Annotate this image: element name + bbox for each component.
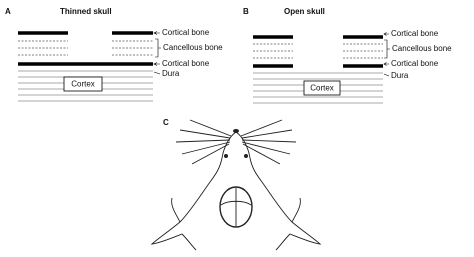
shape [233,129,239,133]
panel-a: A Thinned skull Cortex Cortical bone Can… [5,7,223,102]
shape [224,154,228,158]
panel-letter: C [163,118,169,127]
shape [63,76,103,92]
shape [219,186,253,228]
layer-label: Cortical bone [391,29,439,38]
panel-letter: B [243,7,249,16]
layer-label: Cortical bone [162,59,210,68]
shape [383,32,389,36]
shape [171,197,181,223]
shape [175,119,232,165]
shape [153,31,160,35]
box-label: Cortex [71,80,95,89]
shape [240,119,297,165]
shape [303,80,341,96]
shape [383,62,389,66]
layer-label: Dura [162,69,180,78]
layer-label: Cancellous bone [163,43,223,52]
shape [244,154,248,158]
shape [383,73,390,77]
panel-title: Thinned skull [60,7,112,16]
layer-label: Dura [391,71,409,80]
mouse-drawing [150,119,322,251]
box-label: Cortex [310,84,334,93]
shape [291,197,301,223]
shape [235,131,322,251]
panel-title: Open skull [284,7,325,16]
panel-b: B Open skull Cortex Cortical bone Cancel… [243,7,452,104]
panel-letter: A [5,7,11,16]
shape [153,71,161,75]
panel-c: C [150,118,322,251]
layer-label: Cortical bone [162,28,210,37]
shape [220,188,252,226]
shape [153,62,160,66]
shape [384,39,390,59]
layer-label: Cortical bone [391,59,439,68]
layer-label: Cancellous bone [392,44,452,53]
shape [155,38,161,58]
shape [150,131,237,251]
